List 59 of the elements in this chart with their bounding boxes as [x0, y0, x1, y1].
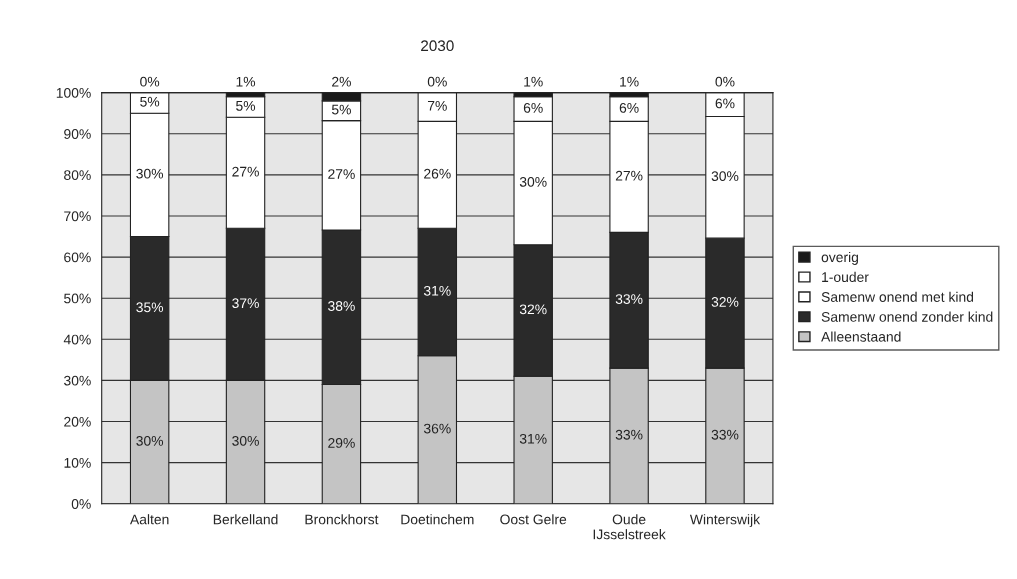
data-label: 30%	[136, 168, 164, 179]
data-label: 7%	[427, 100, 447, 111]
data-label: 6%	[523, 102, 543, 113]
data-label: 0%	[427, 76, 447, 87]
x-tick-label: Bronckhorst	[305, 514, 379, 525]
legend-label: overig	[821, 251, 858, 265]
y-tick-label: 60%	[64, 252, 91, 263]
data-label: 2%	[332, 76, 351, 87]
data-label: 29%	[328, 438, 355, 448]
data-label: 33%	[615, 294, 643, 304]
y-tick-label: 30%	[64, 375, 91, 386]
legend-label: Samenw onend met kind	[821, 291, 974, 302]
data-label: 5%	[140, 96, 160, 107]
data-label: 1%	[236, 76, 256, 87]
data-label: 26%	[424, 168, 451, 179]
y-tick-label: 70%	[64, 211, 91, 222]
data-label: 31%	[423, 285, 451, 296]
data-label: 38%	[328, 301, 355, 311]
x-tick-label: Oude IJsselstreek	[593, 514, 666, 540]
data-label: 6%	[715, 98, 735, 109]
data-label: 33%	[711, 429, 739, 440]
legend-label: Samenw onend zonder kind	[821, 311, 993, 322]
data-label: 35%	[136, 302, 164, 313]
data-label: 33%	[615, 429, 643, 440]
x-tick-label: Oost Gelre	[500, 514, 567, 525]
y-tick-label: 90%	[64, 129, 91, 139]
y-tick-label: 20%	[64, 416, 91, 427]
data-label: 1%	[620, 76, 639, 87]
y-tick-label: 10%	[64, 457, 91, 468]
data-label: 31%	[519, 433, 547, 444]
data-label: 30%	[232, 435, 259, 446]
y-tick-label: 0%	[71, 499, 91, 509]
data-label: 0%	[140, 76, 160, 87]
data-label: 32%	[519, 304, 547, 315]
y-tick-label: 50%	[64, 293, 91, 304]
data-label: 6%	[619, 102, 639, 113]
data-label: 32%	[711, 297, 739, 307]
data-label: 36%	[423, 423, 451, 434]
x-tick-label: Aalten	[129, 514, 169, 525]
data-label: 27%	[615, 170, 643, 181]
data-label: 30%	[136, 435, 164, 446]
x-tick-label: Doetinchem	[401, 514, 474, 525]
data-label: 27%	[328, 169, 355, 179]
data-label: 5%	[236, 100, 256, 111]
data-label: 0%	[715, 76, 735, 87]
data-label: 5%	[331, 104, 351, 115]
legend-label: 1-ouder	[822, 271, 869, 283]
legend-label: Alleenstaand	[821, 331, 901, 342]
y-tick-label: 80%	[64, 170, 91, 181]
data-label: 37%	[232, 298, 259, 309]
y-tick-label: 100%	[56, 87, 91, 98]
x-tick-label: Berkelland	[213, 514, 278, 525]
x-tick-label: Winterswijk	[689, 514, 761, 528]
data-label: 30%	[711, 171, 739, 182]
data-label: 30%	[519, 176, 547, 187]
chart-title: 2030	[421, 40, 454, 52]
data-label: 1%	[524, 76, 543, 87]
y-tick-label: 40%	[63, 334, 91, 345]
data-label: 27%	[232, 166, 259, 177]
